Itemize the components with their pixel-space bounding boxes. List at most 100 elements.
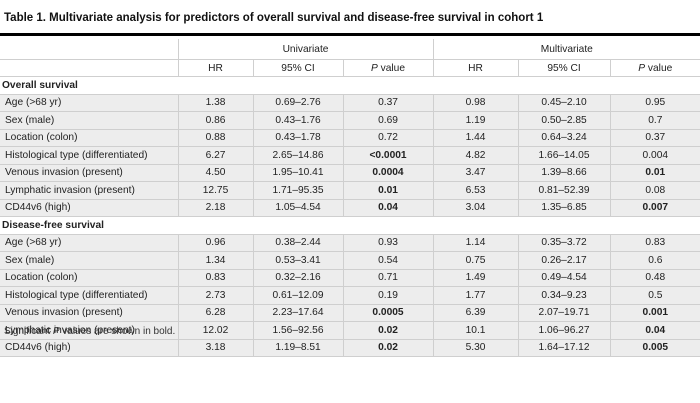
row-label: Histological type (differentiated) [0,146,179,165]
cell-m-p: 0.6 [610,251,700,270]
cell-u-p: 0.37 [343,94,434,112]
cell-m-ci: 1.35–6.85 [518,199,611,217]
table-row: Venous invasion (present) 6.28 2.23–17.64 0… [0,304,700,322]
cell-u-ci: 2.65–14.86 [253,146,344,165]
cell-u-hr: 3.18 [178,339,254,357]
m-hr-header: HR [433,59,519,77]
p-rest: value [377,62,405,74]
cell-u-hr: 6.28 [178,304,254,322]
row-label: Sex (male) [0,251,179,270]
cell-u-hr: 0.88 [178,129,254,147]
row-label: CD44v6 (high) [0,199,179,217]
row-label: Venous invasion (present) [0,304,179,322]
cell-m-ci: 1.39–8.66 [518,164,611,182]
top-rule [0,33,700,36]
section-header-row: Overall survival [0,76,700,95]
cell-u-p: 0.0005 [343,304,434,322]
row-label: Sex (male) [0,111,179,130]
empty-corner [0,59,179,77]
cell-u-hr: 0.86 [178,111,254,130]
cell-u-p: 0.02 [343,321,434,340]
univariate-header: Univariate [178,39,434,60]
cell-u-hr: 1.34 [178,251,254,270]
row-label: Location (colon) [0,269,179,287]
table-row: Lymphatic invasion (present) 12.75 1.71–95… [0,181,700,200]
cell-m-p: 0.95 [610,94,700,112]
cell-u-ci: 1.05–4.54 [253,199,344,217]
footnote-p: P [52,326,60,337]
table-row: Histological type (differentiated) 6.27 2.… [0,146,700,165]
cell-u-hr: 0.83 [178,269,254,287]
cell-u-ci: 1.19–8.51 [253,339,344,357]
cell-m-hr: 1.44 [433,129,519,147]
u-hr-header: HR [178,59,254,77]
row-label: Age (>68 yr) [0,94,179,112]
cell-m-p: 0.007 [610,199,700,217]
cell-m-ci: 0.35–3.72 [518,234,611,252]
cell-u-p: 0.69 [343,111,434,130]
group-header-row: Univariate Multivariate [0,39,700,60]
section-label: Disease-free survival [0,216,700,235]
cell-u-ci: 0.38–2.44 [253,234,344,252]
cell-u-hr: 2.73 [178,286,254,305]
cell-u-hr: 12.75 [178,181,254,200]
cell-m-hr: 6.39 [433,304,519,322]
cell-m-ci: 0.45–2.10 [518,94,611,112]
p-italic: P [638,62,646,74]
cell-m-ci: 2.07–19.71 [518,304,611,322]
row-label: Location (colon) [0,129,179,147]
table-row: Location (colon) 0.88 0.43–1.78 0.72 1.44 0.6… [0,129,700,147]
cell-m-hr: 0.98 [433,94,519,112]
row-label: Histological type (differentiated) [0,286,179,305]
cell-m-hr: 3.04 [433,199,519,217]
cell-m-p: 0.7 [610,111,700,130]
cell-u-p: 0.04 [343,199,434,217]
row-label: Lymphatic invasion (present) [0,181,179,200]
cell-m-p: 0.004 [610,146,700,165]
footnote-prefix: Significant [4,326,53,337]
p-italic: P [371,62,378,74]
cell-m-ci: 0.81–52.39 [518,181,611,200]
multivariate-header: Multivariate [433,39,700,60]
table-row: Sex (male) 0.86 0.43–1.76 0.69 1.19 0.50–2.85… [0,111,700,130]
cell-m-p: 0.48 [610,269,700,287]
cell-m-p: 0.005 [610,339,700,357]
cell-m-p: 0.001 [610,304,700,322]
empty-corner [0,39,179,60]
table-title: Table 1. Multivariate analysis for predi… [4,12,544,24]
row-label: Age (>68 yr) [0,234,179,252]
cell-m-p: 0.08 [610,181,700,200]
cell-m-p: 0.37 [610,129,700,147]
cell-u-p: 0.72 [343,129,434,147]
cell-m-p: 0.01 [610,164,700,182]
cell-m-ci: 1.06–96.27 [518,321,611,340]
u-p-header: P value [343,59,434,77]
footnote-suffix: values are shown in bold. [59,326,176,337]
table-row: Histological type (differentiated) 2.73 0.… [0,286,700,305]
cell-m-ci: 0.49–4.54 [518,269,611,287]
results-table: Univariate Multivariate HR 95% CI P valu… [0,39,700,357]
cell-m-ci: 0.26–2.17 [518,251,611,270]
cell-u-ci: 0.43–1.78 [253,129,344,147]
table-row: Location (colon) 0.83 0.32–2.16 0.71 1.49 0.4… [0,269,700,287]
cell-m-hr: 1.19 [433,111,519,130]
u-ci-header: 95% CI [253,59,344,77]
cell-u-p: <0.0001 [343,146,434,165]
cell-m-ci: 1.64–17.12 [518,339,611,357]
sub-header-row: HR 95% CI P value HR 95% CI P value [0,59,700,77]
cell-m-hr: 1.14 [433,234,519,252]
cell-u-hr: 1.38 [178,94,254,112]
footnote: Significant P values are shown in bold. [4,326,175,337]
table-row: Sex (male) 1.34 0.53–3.41 0.54 0.75 0.26–2.17… [0,251,700,270]
cell-m-hr: 1.77 [433,286,519,305]
cell-u-p: 0.71 [343,269,434,287]
cell-u-ci: 1.71–95.35 [253,181,344,200]
cell-u-p: 0.54 [343,251,434,270]
cell-m-ci: 0.34–9.23 [518,286,611,305]
cell-m-hr: 0.75 [433,251,519,270]
cell-u-ci: 0.61–12.09 [253,286,344,305]
cell-m-ci: 0.50–2.85 [518,111,611,130]
cell-u-ci: 2.23–17.64 [253,304,344,322]
m-p-header: P value [610,59,700,77]
